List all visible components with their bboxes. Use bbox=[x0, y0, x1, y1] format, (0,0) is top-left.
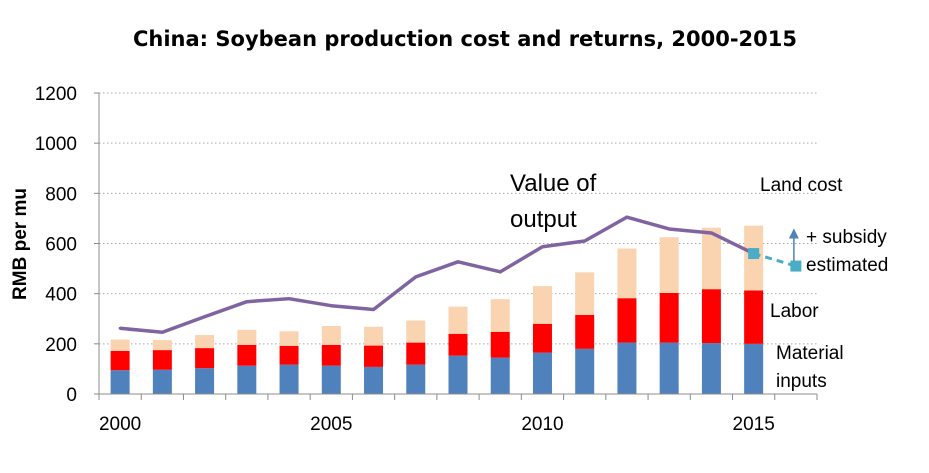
value-of-output-layer bbox=[118, 215, 756, 335]
bar-land-cost-2006 bbox=[364, 326, 384, 346]
bar-labor-2009 bbox=[490, 331, 510, 358]
bar-labor-2006 bbox=[364, 345, 384, 367]
y-tick-800: 800 bbox=[45, 184, 77, 205]
bar-labor-2010 bbox=[532, 323, 552, 353]
value-of-output-point-2000 bbox=[118, 326, 122, 330]
annotation-material-line1: Material bbox=[776, 343, 844, 364]
bar-land-cost-2004 bbox=[279, 331, 299, 346]
bar-material-inputs-2014 bbox=[701, 343, 721, 394]
value-of-output-point-2012 bbox=[625, 215, 629, 219]
estimate-marker-2015 bbox=[748, 248, 760, 260]
bar-labor-2003 bbox=[237, 344, 257, 366]
annotation-labor: Labor bbox=[770, 301, 819, 322]
bar-material-inputs-2000 bbox=[110, 370, 130, 394]
value-of-output-point-2009 bbox=[498, 270, 502, 274]
bar-land-cost-2007 bbox=[406, 320, 426, 343]
bar-material-inputs-2003 bbox=[237, 365, 257, 394]
bar-material-inputs-2004 bbox=[279, 364, 299, 394]
bar-land-cost-2011 bbox=[575, 272, 595, 315]
y-tick-labels: 0 200 400 600 800 1000 1200 bbox=[35, 84, 77, 406]
bar-labor-2000 bbox=[110, 350, 130, 371]
value-of-output-point-2003 bbox=[245, 300, 249, 304]
bar-land-cost-2010 bbox=[532, 286, 552, 324]
value-of-output-point-2005 bbox=[329, 304, 333, 308]
y-tick-400: 400 bbox=[45, 285, 77, 306]
annotation-land-cost: Land cost bbox=[760, 175, 843, 196]
bar-labor-2001 bbox=[152, 350, 172, 370]
bar-land-cost-2008 bbox=[448, 306, 468, 334]
annotation-subsidy: + subsidy bbox=[806, 227, 887, 248]
bar-land-cost-2013 bbox=[659, 237, 679, 293]
y-tick-1200: 1200 bbox=[35, 84, 77, 105]
x-tick-2005: 2005 bbox=[310, 414, 352, 435]
estimate-dashed-line bbox=[753, 252, 797, 268]
bar-land-cost-2001 bbox=[152, 340, 172, 351]
bar-land-cost-2002 bbox=[195, 335, 215, 349]
bar-labor-2015 bbox=[744, 290, 764, 344]
bar-labor-2011 bbox=[575, 314, 595, 349]
x-tick-2000: 2000 bbox=[99, 414, 141, 435]
bar-material-inputs-2001 bbox=[152, 369, 172, 394]
bar-land-cost-2000 bbox=[110, 339, 130, 351]
y-tick-0: 0 bbox=[66, 385, 77, 406]
bar-labor-2002 bbox=[195, 348, 215, 369]
estimate-marker-2016 bbox=[790, 260, 802, 272]
bar-land-cost-2014 bbox=[701, 227, 721, 290]
value-of-output-line bbox=[119, 215, 755, 335]
value-of-output-point-2002 bbox=[203, 315, 207, 319]
bar-material-inputs-2007 bbox=[406, 364, 426, 394]
chart-title: China: Soybean production cost and retur… bbox=[133, 27, 797, 51]
y-tick-200: 200 bbox=[45, 335, 77, 356]
bar-labor-2004 bbox=[279, 345, 299, 365]
y-axis-label: RMB per mu bbox=[10, 188, 31, 300]
x-tick-2015: 2015 bbox=[733, 414, 775, 435]
bar-material-inputs-2005 bbox=[321, 365, 341, 394]
value-of-output-point-2010 bbox=[540, 245, 544, 249]
x-tick-2010: 2010 bbox=[521, 414, 563, 435]
bar-material-inputs-2010 bbox=[532, 352, 552, 394]
value-of-output-point-2014 bbox=[709, 231, 713, 235]
bar-land-cost-2009 bbox=[490, 299, 510, 332]
y-tick-600: 600 bbox=[45, 235, 77, 256]
value-of-output-point-2006 bbox=[372, 307, 376, 311]
bar-stacks bbox=[110, 225, 764, 394]
bar-material-inputs-2013 bbox=[659, 342, 679, 394]
y-tick-1000: 1000 bbox=[35, 134, 77, 155]
bar-labor-2014 bbox=[701, 289, 721, 344]
bar-labor-2008 bbox=[448, 333, 468, 356]
axes bbox=[94, 92, 818, 400]
bar-labor-2007 bbox=[406, 342, 426, 365]
bar-labor-2012 bbox=[617, 298, 637, 343]
annotation-estimated: estimated bbox=[806, 255, 888, 276]
bar-material-inputs-2006 bbox=[364, 366, 384, 394]
estimate-layer bbox=[748, 228, 802, 272]
bar-material-inputs-2011 bbox=[575, 348, 595, 394]
x-tick-labels: 2000 2005 2010 2015 bbox=[99, 414, 775, 435]
annotation-material-line2: inputs bbox=[776, 371, 827, 392]
bar-land-cost-2005 bbox=[321, 326, 341, 345]
bar-labor-2013 bbox=[659, 292, 679, 343]
bar-land-cost-2003 bbox=[237, 329, 257, 345]
bar-material-inputs-2008 bbox=[448, 355, 468, 394]
annotation-value-of-output-line2: output bbox=[510, 206, 577, 233]
bar-material-inputs-2009 bbox=[490, 357, 510, 394]
bar-land-cost-2012 bbox=[617, 248, 637, 299]
bar-labor-2005 bbox=[321, 344, 341, 366]
bar-material-inputs-2012 bbox=[617, 342, 637, 394]
bar-material-inputs-2002 bbox=[195, 368, 215, 394]
value-of-output-point-2001 bbox=[160, 330, 164, 334]
value-of-output-point-2007 bbox=[414, 275, 418, 279]
value-of-output-point-2008 bbox=[456, 260, 460, 264]
annotation-value-of-output-line1: Value of bbox=[510, 170, 597, 197]
value-of-output-point-2011 bbox=[583, 239, 587, 243]
subsidy-arrow-head bbox=[788, 228, 799, 239]
value-of-output-point-2004 bbox=[287, 297, 291, 301]
value-of-output-point-2013 bbox=[667, 227, 671, 231]
bar-material-inputs-2015 bbox=[744, 343, 764, 394]
